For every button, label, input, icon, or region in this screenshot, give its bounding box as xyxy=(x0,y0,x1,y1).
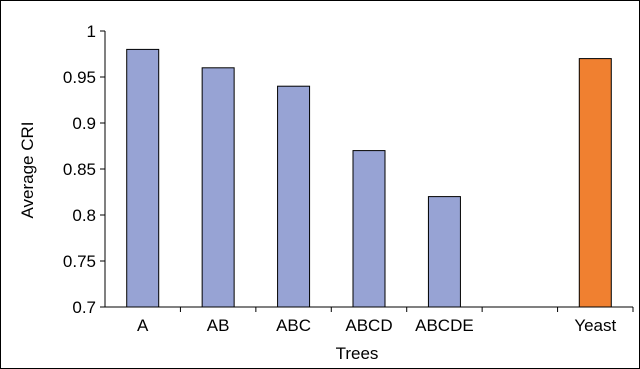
y-axis-title: Average CRI xyxy=(18,121,37,218)
bars xyxy=(126,48,612,308)
x-tick-label: A xyxy=(137,316,149,335)
y-tick-label: 0.8 xyxy=(72,206,96,225)
y-tick-label: 0.85 xyxy=(63,160,96,179)
x-tick-label: ABCDE xyxy=(415,316,474,335)
x-tick-label: Yeast xyxy=(574,316,616,335)
y-tick-label: 1 xyxy=(87,22,96,41)
bar-abcde xyxy=(427,196,461,308)
y-tick-label: 0.95 xyxy=(63,68,96,87)
bar-yeast xyxy=(578,58,612,308)
y-ticks: 0.7 0.75 0.8 0.85 0.9 0.95 1 xyxy=(63,22,105,317)
bar-ab xyxy=(201,67,235,308)
y-tick-label: 0.9 xyxy=(72,114,96,133)
y-tick-label: 0.75 xyxy=(63,252,96,271)
x-axis-title: Trees xyxy=(336,344,379,363)
bar-a xyxy=(126,48,160,308)
x-tick-label: AB xyxy=(207,316,230,335)
x-tick-label: ABC xyxy=(276,316,311,335)
bar-abc xyxy=(277,85,311,308)
x-tick-labels: A AB ABC ABCD ABCDE Yeast xyxy=(137,316,616,335)
bar-abcd xyxy=(352,150,386,308)
x-tick-label: ABCD xyxy=(345,316,392,335)
y-tick-label: 0.7 xyxy=(72,298,96,317)
